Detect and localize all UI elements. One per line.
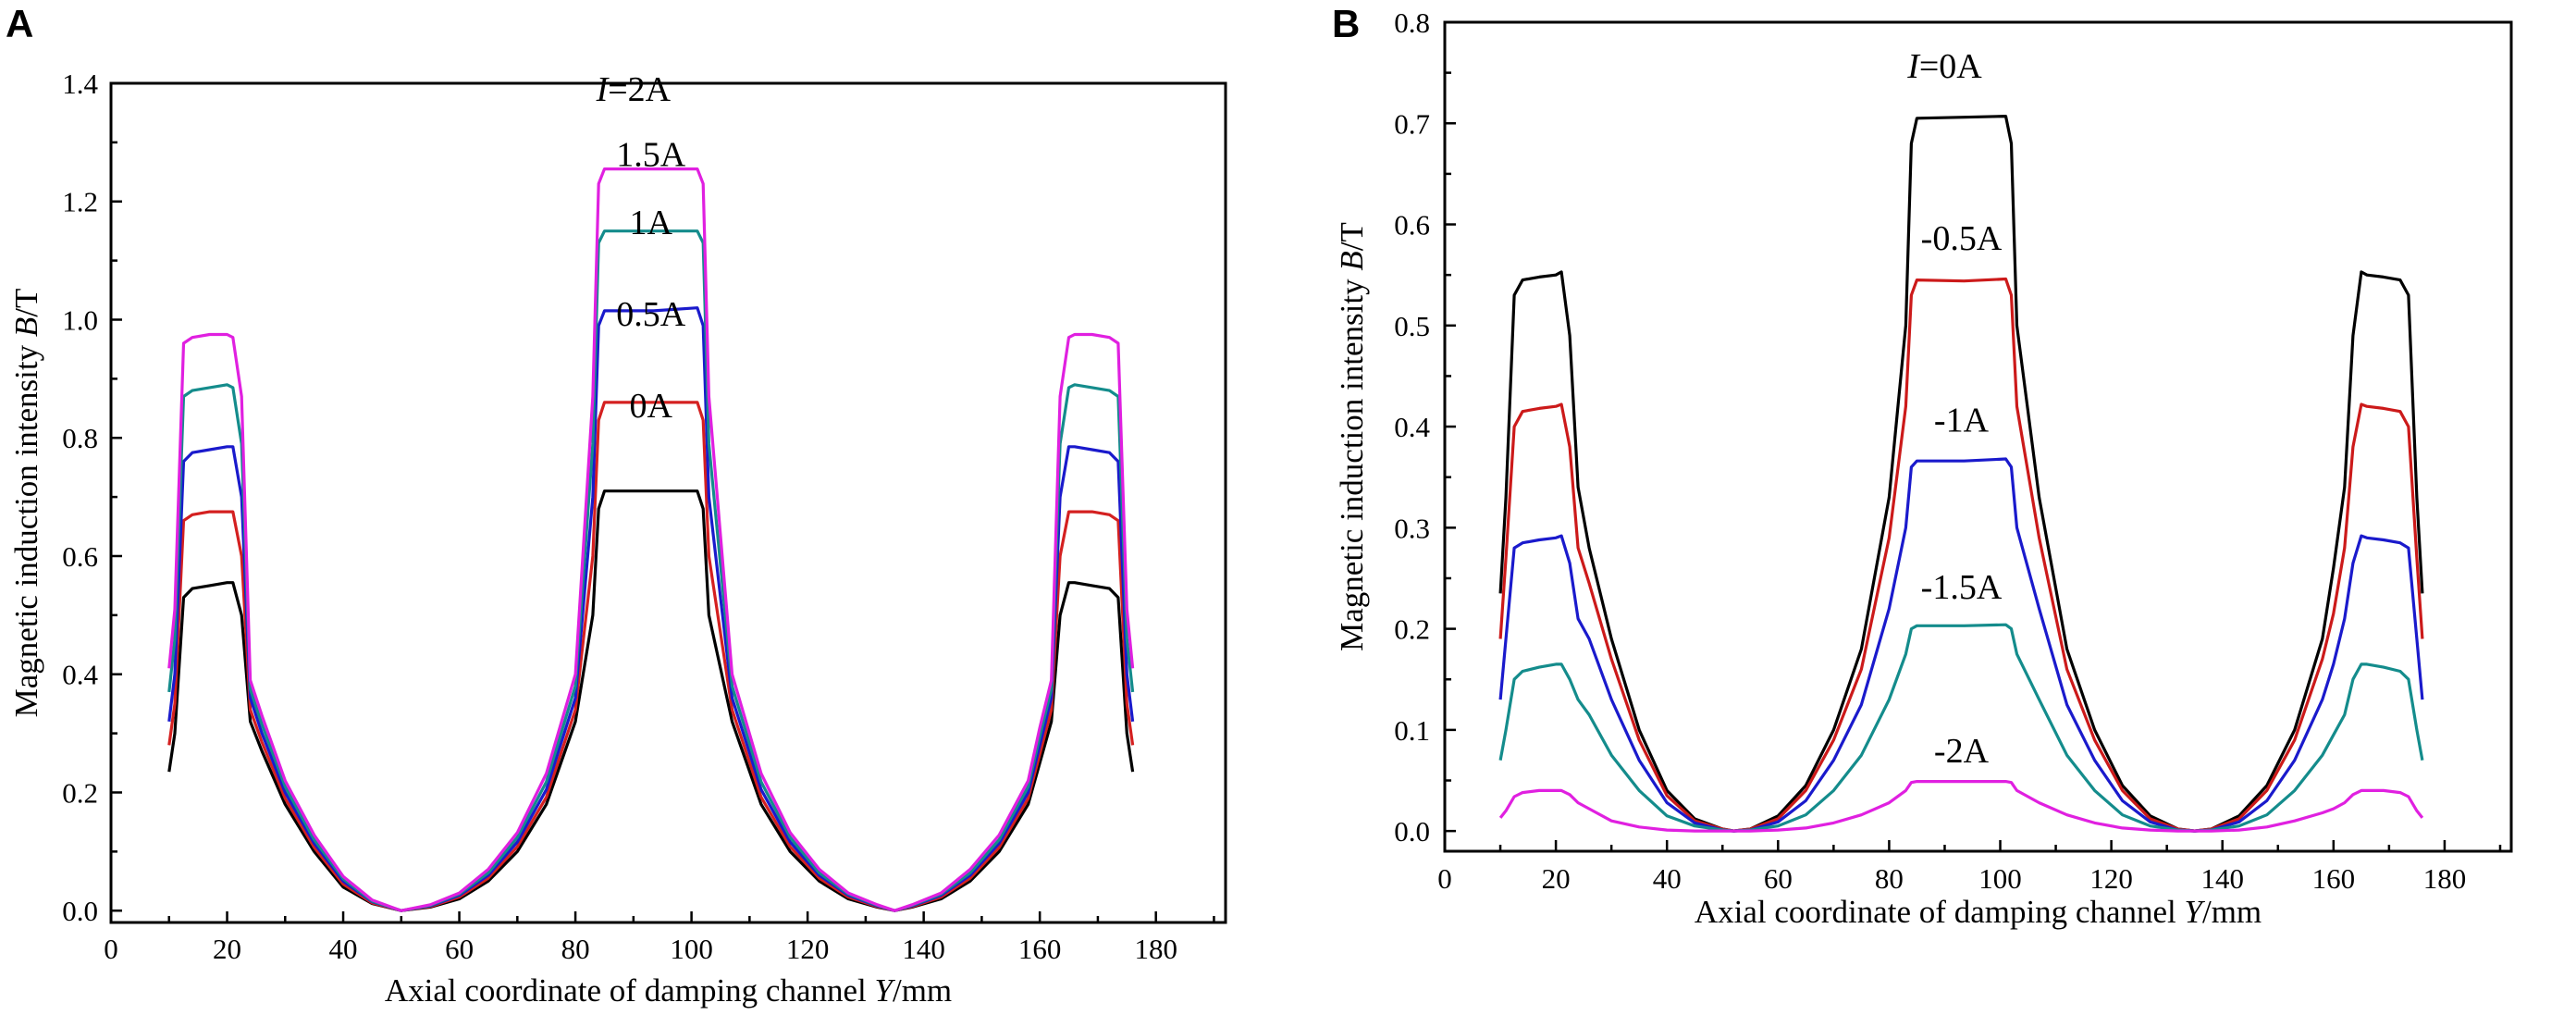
y-axis-title-b: Magnetic induction intensity B/T — [1334, 222, 1370, 651]
curve-label: I=0A — [1906, 47, 1982, 86]
x-tick-label: 120 — [786, 933, 830, 965]
curve-label: -0.5A — [1921, 219, 2003, 258]
tick-labels-b: 0 20 40 60 80 100 120 140 160 180 0.0 0.1 0.2 0.3 0.4 0… — [1394, 6, 2466, 895]
series-group-b — [1498, 114, 2424, 833]
series-line--1A — [1498, 457, 2424, 833]
curve-label: 0A — [629, 387, 672, 426]
y-tick-label: 0.5 — [1394, 310, 1430, 342]
x-tick-label: 140 — [2200, 862, 2244, 895]
series-line--0.5A — [1498, 277, 2424, 833]
y-tick-label: 0.0 — [62, 895, 98, 927]
x-tick-label: 100 — [670, 933, 713, 965]
x-tick-label: 140 — [902, 933, 945, 965]
chart-panel-b: B 0 20 40 60 80 100 120 140 160 180 0.0 0.1 0.2 0.3 0.… — [1332, 2, 2513, 930]
curve-labels-a: I=2A 1.5A 1A 0.5A 0A — [596, 70, 686, 426]
panel-label-a: A — [6, 2, 33, 45]
plot-frame-a — [109, 81, 1227, 924]
x-tick-label: 60 — [445, 933, 474, 965]
x-tick-label: 180 — [1134, 933, 1177, 965]
curve-label: I=2A — [596, 70, 672, 109]
y-tick-label: 0.8 — [62, 422, 98, 454]
x-tick-label: 160 — [1018, 933, 1062, 965]
curve-label: -1.5A — [1921, 568, 2003, 607]
y-tick-label: 1.0 — [62, 303, 98, 336]
plot-frame-b — [1443, 20, 2513, 853]
x-tick-label: 0 — [104, 933, 118, 965]
x-tick-label: 100 — [1978, 862, 2022, 895]
y-tick-label: 0.2 — [1394, 613, 1430, 646]
x-tick-label: 0 — [1437, 862, 1452, 895]
curve-label: -2A — [1934, 732, 1990, 771]
y-tick-label: 0.6 — [1394, 209, 1430, 241]
curve-label: -1A — [1934, 402, 1990, 440]
x-tick-label: 20 — [213, 933, 241, 965]
curve-label: 1.5A — [616, 135, 686, 174]
y-tick-label: 0.7 — [1394, 107, 1430, 140]
y-tick-label: 0.4 — [1394, 411, 1430, 443]
y-tick-label: 0.3 — [1394, 512, 1430, 544]
series-line--2A — [1498, 779, 2424, 833]
y-axis-title-a: Magnetic induction intensity B/T — [8, 289, 44, 718]
curve-labels-b: I=0A -0.5A -1A -1.5A -2A — [1906, 47, 2003, 771]
x-axis-title-b: Axial coordinate of damping channel Y/mm — [1695, 894, 2262, 930]
series-line-0.5A — [167, 401, 1135, 912]
x-tick-label: 180 — [2423, 862, 2467, 895]
series-line-1A — [167, 306, 1135, 912]
chart-panel-a: A 0 20 40 60 80 100 120 140 160 180 0.0 0.2 0.4 0.6 0.… — [6, 2, 1227, 1009]
y-tick-label: 1.2 — [62, 186, 98, 218]
series-group-a — [167, 167, 1135, 912]
y-tick-label: 0.8 — [1394, 6, 1430, 39]
x-tick-label: 160 — [2312, 862, 2356, 895]
y-tick-label: 1.4 — [62, 68, 98, 100]
curve-label: 1A — [629, 204, 672, 242]
x-tick-label: 40 — [1653, 862, 1682, 895]
curve-label: 0.5A — [616, 295, 686, 334]
y-tick-label: 0.4 — [62, 659, 98, 691]
x-tick-label: 80 — [561, 933, 590, 965]
y-tick-label: 0.0 — [1394, 815, 1430, 848]
y-tick-label: 0.2 — [62, 776, 98, 809]
x-axis-title-a: Axial coordinate of damping channel Y/mm — [385, 972, 952, 1009]
series-line-1.5A — [167, 229, 1135, 912]
tick-labels-a: 0 20 40 60 80 100 120 140 160 180 0.0 0.2 0.4 0.6 0.8 1… — [62, 68, 1177, 965]
y-tick-label: 0.6 — [62, 540, 98, 573]
x-tick-label: 60 — [1764, 862, 1793, 895]
panel-label-b: B — [1332, 2, 1360, 45]
x-tick-label: 40 — [329, 933, 358, 965]
series-line-0A — [167, 489, 1135, 912]
series-line-2A — [167, 167, 1135, 912]
series-line--1.5A — [1498, 623, 2424, 833]
y-tick-label: 0.1 — [1394, 714, 1430, 747]
series-line-0A — [1498, 114, 2424, 833]
x-tick-label: 20 — [1542, 862, 1571, 895]
x-tick-label: 120 — [2089, 862, 2133, 895]
x-tick-label: 80 — [1875, 862, 1904, 895]
